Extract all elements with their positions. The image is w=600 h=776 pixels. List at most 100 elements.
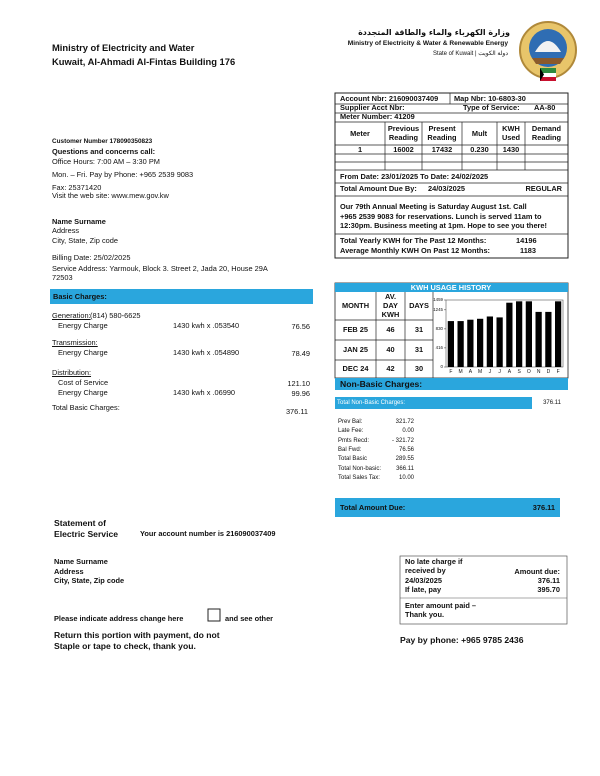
amount: 121.10 bbox=[287, 379, 310, 388]
rows: 30 bbox=[414, 364, 424, 373]
rows: 1430 bbox=[502, 145, 520, 154]
rows: 31 bbox=[414, 325, 424, 334]
bar bbox=[457, 321, 464, 367]
y-tick-label: 1459 bbox=[433, 297, 443, 302]
value: 321.72 bbox=[395, 419, 414, 425]
address-change-tail: and see other bbox=[225, 614, 274, 623]
due-by-label: Total Amount Due By: bbox=[340, 184, 417, 193]
headers: Reading bbox=[427, 133, 457, 142]
rate: 1430 kwh x .06990 bbox=[173, 387, 236, 397]
lines: +965 2539 9083 for reservations. Lunch i… bbox=[340, 211, 542, 221]
headers: Reading bbox=[388, 133, 419, 142]
headers: AV. bbox=[384, 292, 397, 301]
rate: 1430 kwh x .054890 bbox=[173, 348, 240, 357]
rows: 40 bbox=[386, 344, 395, 354]
title: Non-Basic Charges: bbox=[340, 379, 423, 389]
headers: KWH bbox=[381, 310, 400, 319]
total-label: Total Non-Basic Charges: bbox=[337, 400, 406, 406]
bar bbox=[545, 311, 552, 367]
map-nbr: Map Nbr: 10-6803-30 bbox=[454, 94, 526, 103]
period: From Date: 23/01/2025 To Date: 24/02/202… bbox=[340, 172, 489, 181]
amount-due-label: Amount due: bbox=[514, 567, 560, 576]
y-tick-label: 0 bbox=[440, 364, 443, 369]
bar bbox=[486, 316, 493, 367]
rows: 46 bbox=[386, 325, 395, 334]
y-tick-label: 830 bbox=[435, 325, 443, 331]
title-lines: Statement of bbox=[54, 518, 107, 528]
account-line: Your account number is 216090037409 bbox=[140, 529, 276, 538]
label: Distribution: bbox=[52, 368, 92, 377]
value: - 321.72 bbox=[391, 437, 414, 444]
amount-due-bar bbox=[335, 498, 560, 517]
headers: Meter bbox=[350, 128, 370, 138]
enter-lines: Enter amount paid – bbox=[405, 601, 477, 610]
headers: Used bbox=[501, 133, 521, 142]
ministry: Ministry of Electricity and Water bbox=[52, 42, 195, 53]
title-lines: Electric Service bbox=[54, 529, 119, 539]
label: Total Sales Tax: bbox=[338, 474, 380, 481]
yearly-value: 14196 bbox=[516, 236, 537, 245]
rows: 31 bbox=[414, 344, 424, 354]
basic-charges-bar bbox=[50, 289, 313, 304]
label: Pmts Recd: bbox=[338, 437, 370, 444]
rows: JAN 25 bbox=[342, 344, 369, 354]
rows: 1 bbox=[357, 145, 363, 154]
enter-lines: Thank you. bbox=[405, 610, 445, 620]
monthly-value: 1183 bbox=[520, 246, 537, 255]
value: 0.00 bbox=[402, 428, 414, 435]
rate: REGULAR bbox=[525, 184, 562, 193]
headers: MONTH bbox=[341, 301, 370, 310]
lines: 12:30pm. Business meeting at 1pm. Hope t… bbox=[340, 221, 547, 230]
late-lines: No late charge if bbox=[405, 557, 463, 566]
pay-by-phone: Mon. – Fri. Pay by Phone: +965 2539 9083 bbox=[52, 170, 194, 179]
city: City, State, Zip code bbox=[52, 236, 118, 245]
headers: Mult bbox=[471, 128, 488, 138]
headers: DAY bbox=[383, 301, 398, 310]
return-lines: Return this portion with payment, do not bbox=[54, 630, 220, 640]
amount: 78.49 bbox=[291, 349, 311, 358]
x-tick-label: A bbox=[507, 369, 512, 375]
address: Address bbox=[52, 226, 80, 235]
value: 10.00 bbox=[398, 474, 414, 481]
office-hours: Office Hours: 7:00 AM – 3:30 PM bbox=[52, 157, 160, 166]
x-tick-label: J bbox=[498, 369, 501, 375]
fax: Fax: 25371420 bbox=[52, 183, 102, 192]
account-nbr: Account Nbr: 216090037409 bbox=[340, 94, 439, 103]
name: Name Surname bbox=[52, 217, 106, 226]
bar bbox=[555, 301, 562, 367]
y-tick-label: 416 bbox=[435, 344, 443, 350]
x-tick-label: M bbox=[478, 369, 483, 375]
note: (814) 580-6625 bbox=[90, 311, 141, 320]
lines: Our 79th Annual Meeting is Saturday Augu… bbox=[340, 202, 527, 211]
value: 376.11 bbox=[532, 503, 555, 512]
state: State of Kuwait | دولة الكويت bbox=[432, 51, 508, 57]
late-lines: If late, pay bbox=[405, 584, 442, 594]
headers: Present bbox=[428, 124, 456, 133]
label: Total Amount Due: bbox=[340, 503, 406, 512]
headers: DAYS bbox=[409, 301, 429, 310]
usage-history-bar bbox=[335, 283, 568, 292]
due-by-date: 24/03/2025 bbox=[428, 184, 465, 193]
x-tick-label: O bbox=[526, 369, 531, 375]
late-lines: received by bbox=[405, 566, 446, 576]
total-label: Total Basic Charges: bbox=[52, 403, 120, 412]
value: 366.11 bbox=[396, 465, 414, 472]
value: 76.56 bbox=[398, 446, 414, 453]
account-box bbox=[334, 92, 569, 259]
rows: 17432 bbox=[431, 145, 453, 154]
total-value: 376.11 bbox=[285, 407, 308, 416]
x-tick-label: F bbox=[556, 369, 560, 375]
bar bbox=[525, 301, 532, 367]
rows: 42 bbox=[386, 364, 395, 373]
address: Kuwait, Al-Ahmadi Al-Fintas Building 176 bbox=[52, 56, 236, 67]
service-code: AA-80 bbox=[534, 103, 556, 112]
name: Energy Charge bbox=[58, 321, 108, 330]
non-basic-bar bbox=[335, 378, 568, 390]
questions: Questions and concerns call: bbox=[52, 147, 156, 156]
bar bbox=[467, 319, 474, 367]
name: Energy Charge bbox=[58, 348, 108, 357]
postal-code: 72503 bbox=[52, 273, 73, 282]
amount: 99.96 bbox=[291, 388, 311, 398]
headers: Reading bbox=[531, 133, 562, 142]
